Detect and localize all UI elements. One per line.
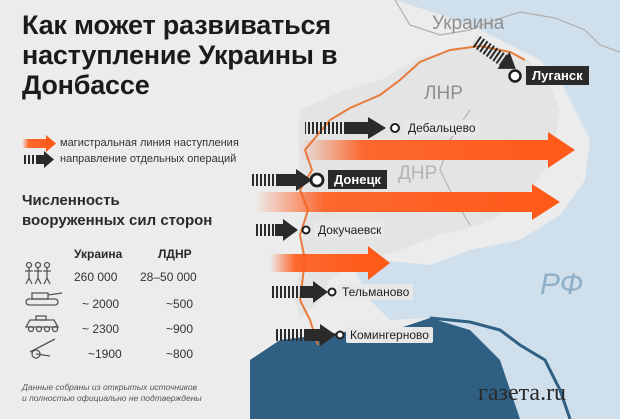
debaltsevo-marker bbox=[390, 123, 400, 133]
op-arrow-kominternovo bbox=[275, 324, 336, 346]
city-label-debaltsevo: Дебальцево bbox=[404, 120, 480, 136]
op-arrow-lugansk bbox=[471, 34, 516, 69]
tank-icon bbox=[25, 292, 63, 306]
region-label-lnr: ЛНР bbox=[424, 83, 463, 104]
col-header-ldnr: ЛДНР bbox=[158, 247, 192, 261]
footnote-line2: и полностью официально не подтверждены bbox=[22, 393, 202, 403]
sea-edge bbox=[429, 316, 572, 419]
front-line bbox=[298, 44, 526, 301]
row-apc-ldnr: ~900 bbox=[166, 322, 194, 336]
donetsk-marker bbox=[309, 172, 325, 188]
op-arrow-telmanovo bbox=[270, 281, 328, 303]
region-label-dnr: ДНР bbox=[398, 163, 438, 184]
forces-title-line1: Численность bbox=[22, 192, 120, 209]
col-header-ukraine: Украина bbox=[74, 247, 123, 261]
main-arrow-1 bbox=[300, 132, 575, 168]
legend-op-arrow bbox=[22, 151, 54, 168]
page-title: Как может развиваться наступление Украин… bbox=[22, 10, 338, 100]
row-tanks-ukraine: ~ 2000 bbox=[82, 297, 120, 311]
state-border bbox=[394, 0, 620, 53]
op-arrow-debaltsevo bbox=[305, 117, 386, 139]
city-label-lugansk: Луганск bbox=[526, 66, 589, 85]
city-label-kominternovo: Комингерново bbox=[346, 327, 433, 343]
region-label-rf: РФ bbox=[540, 268, 584, 301]
op-arrow-donetsk bbox=[250, 169, 312, 191]
legend-main-line-label: магистральная линия наступления bbox=[60, 137, 239, 149]
armored-vehicle-icon bbox=[24, 315, 60, 333]
city-label-dokuchaevsk: Докучаевск bbox=[314, 222, 386, 238]
row-artillery-ldnr: ~800 bbox=[166, 347, 194, 361]
legend-separate-ops-label: направление отдельных операций bbox=[60, 153, 237, 165]
city-markers bbox=[301, 69, 522, 340]
artillery-icon bbox=[29, 338, 56, 359]
op-arrow-dokuchaevsk bbox=[255, 219, 298, 241]
row-artillery-ukraine: ~1900 bbox=[88, 347, 122, 361]
row-soldiers-ukraine: 260 000 bbox=[74, 270, 118, 284]
op-arrows bbox=[250, 34, 516, 346]
row-apc-ukraine: ~ 2300 bbox=[82, 322, 120, 336]
main-arrow-3 bbox=[270, 246, 390, 280]
forces-title-line2: вооруженных сил сторон bbox=[22, 212, 213, 229]
logo: газета.ru bbox=[478, 380, 567, 406]
row-soldiers-ldnr: 28–50 000 bbox=[140, 270, 197, 284]
footnote-line1: Данные собраны из открытых источников bbox=[22, 382, 197, 392]
city-label-donetsk: Донецк bbox=[328, 170, 387, 189]
kominternovo-marker bbox=[335, 330, 345, 340]
city-label-telmanovo: Тельманово bbox=[338, 284, 414, 300]
legend-main-arrow bbox=[22, 135, 56, 152]
region-label-ukraine: Украина bbox=[432, 13, 505, 34]
telmanovo-marker bbox=[327, 287, 337, 297]
rf-territory bbox=[355, 0, 620, 419]
soldiers-icon bbox=[25, 261, 51, 285]
separatist-territory bbox=[295, 48, 560, 320]
dokuchaevsk-marker bbox=[301, 225, 311, 235]
lugansk-marker bbox=[508, 69, 522, 83]
main-arrow-2 bbox=[255, 184, 560, 220]
row-tanks-ldnr: ~500 bbox=[166, 297, 194, 311]
main-arrows bbox=[255, 132, 575, 280]
